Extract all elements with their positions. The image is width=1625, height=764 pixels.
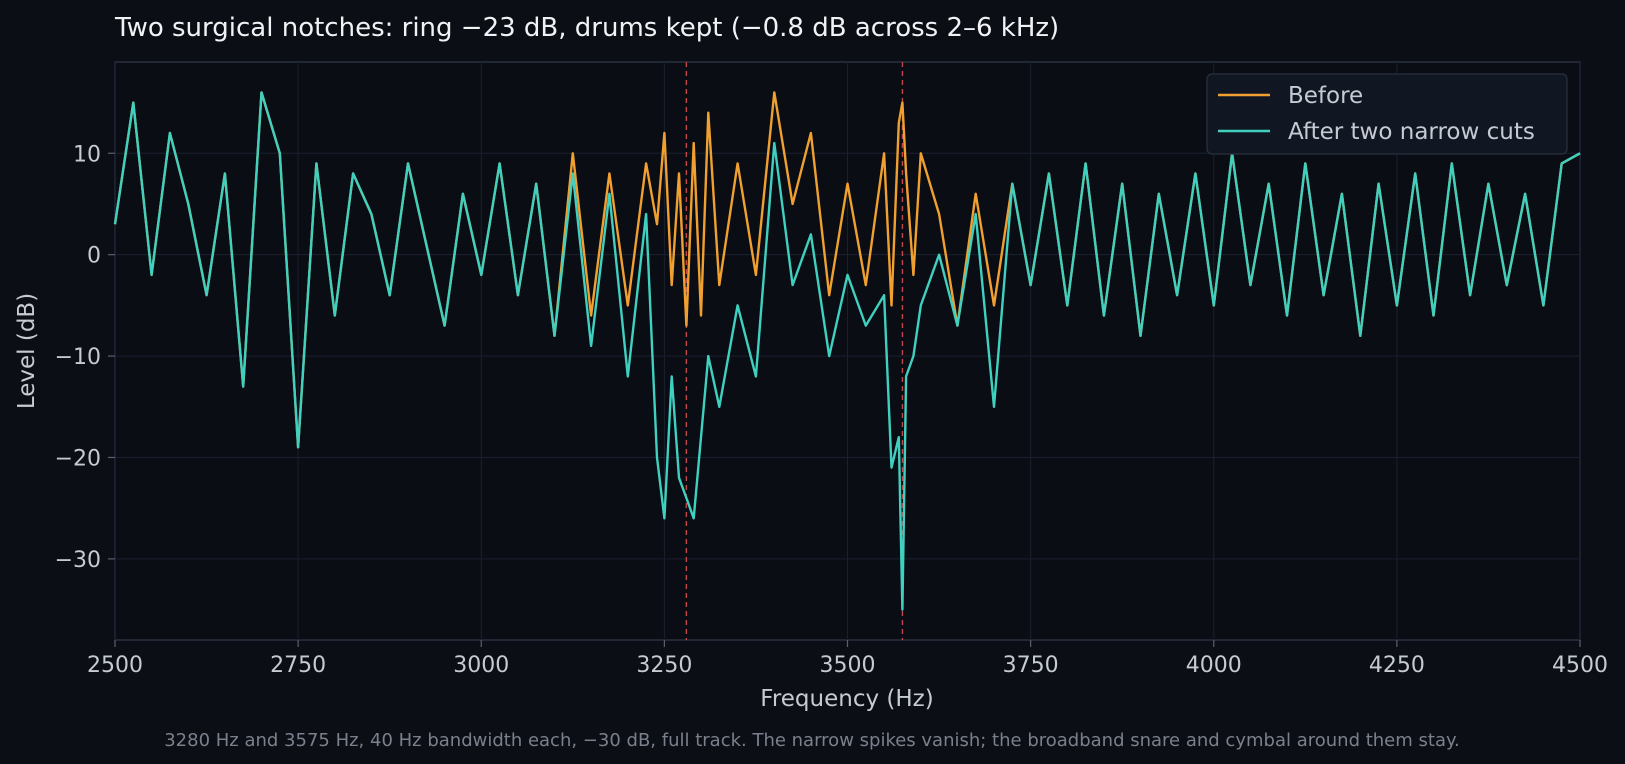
x-tick-label: 2750 [270,653,326,678]
x-tick-label: 3750 [1003,653,1059,678]
x-axis-label: Frequency (Hz) [760,686,933,712]
chart-caption: 3280 Hz and 3575 Hz, 40 Hz bandwidth eac… [164,730,1460,751]
legend-box [1206,73,1568,155]
y-axis-ticks: −30 −20 −10 0 10 [55,142,115,573]
x-tick-label: 3000 [453,653,509,678]
series-line-after [113,91,1581,611]
y-tick-label: 10 [73,142,101,167]
x-tick-label: 3500 [820,653,876,678]
y-tick-label: 0 [87,244,101,269]
chart-title: Two surgical notches: ring −23 dB, drums… [114,13,1059,43]
legend-label-after: After two narrow cuts [1288,119,1535,145]
y-axis-label: Level (dB) [14,293,40,409]
x-axis-ticks: 2500 2750 3000 3250 3500 3750 4000 4250 4500 [87,640,1608,678]
x-tick-label: 2500 [87,653,143,678]
x-tick-label: 4250 [1369,653,1425,678]
x-tick-label: 4500 [1552,653,1608,678]
y-tick-label: −10 [55,345,101,370]
y-tick-label: −20 [55,446,101,471]
x-tick-label: 3250 [636,653,692,678]
legend: Before After two narrow cuts [1206,73,1568,155]
series-lines [113,91,1581,611]
legend-label-before: Before [1288,83,1363,109]
x-tick-label: 4000 [1186,653,1242,678]
y-tick-label: −30 [55,548,101,573]
